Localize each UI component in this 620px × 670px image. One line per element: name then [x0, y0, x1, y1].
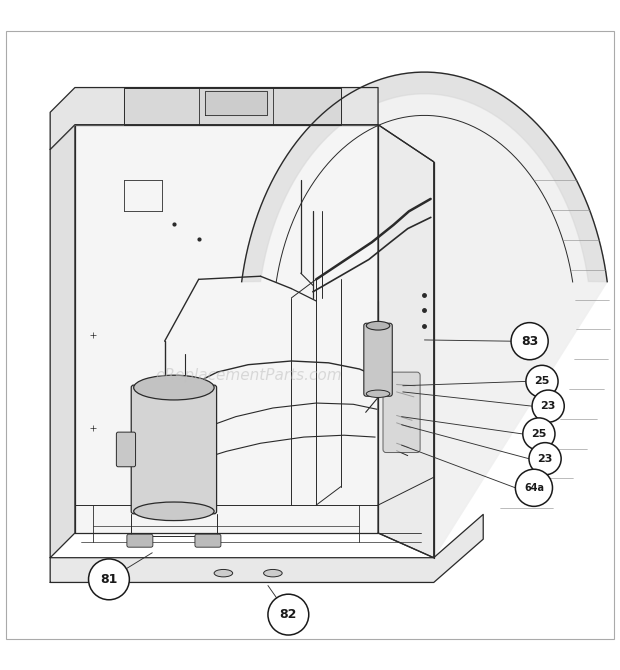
Text: 83: 83: [521, 335, 538, 348]
FancyBboxPatch shape: [131, 385, 216, 514]
Text: 23: 23: [538, 454, 553, 464]
Ellipse shape: [366, 322, 390, 330]
Text: 25: 25: [531, 429, 547, 439]
Circle shape: [526, 365, 558, 397]
Text: 81: 81: [100, 573, 118, 586]
Ellipse shape: [214, 570, 232, 577]
Ellipse shape: [134, 502, 214, 521]
Polygon shape: [205, 90, 267, 115]
Circle shape: [89, 559, 130, 600]
Polygon shape: [378, 125, 434, 557]
Text: 25: 25: [534, 377, 550, 387]
FancyBboxPatch shape: [127, 534, 153, 547]
Circle shape: [523, 418, 555, 450]
Circle shape: [515, 469, 552, 507]
Circle shape: [511, 323, 548, 360]
Text: 64a: 64a: [524, 483, 544, 493]
Polygon shape: [125, 88, 341, 125]
Polygon shape: [242, 72, 607, 281]
Polygon shape: [75, 125, 378, 533]
Polygon shape: [50, 125, 75, 557]
Circle shape: [268, 594, 309, 635]
FancyBboxPatch shape: [195, 534, 221, 547]
Polygon shape: [242, 72, 607, 557]
Ellipse shape: [264, 570, 282, 577]
FancyBboxPatch shape: [364, 323, 392, 396]
Text: 23: 23: [541, 401, 556, 411]
Ellipse shape: [134, 375, 214, 400]
Polygon shape: [50, 88, 378, 149]
Circle shape: [532, 390, 564, 422]
Text: 82: 82: [280, 608, 297, 621]
Ellipse shape: [366, 390, 390, 397]
FancyBboxPatch shape: [383, 372, 420, 452]
Circle shape: [529, 443, 561, 475]
Text: eReplacementParts.com: eReplacementParts.com: [155, 368, 342, 383]
Polygon shape: [50, 515, 483, 582]
FancyBboxPatch shape: [117, 432, 136, 467]
